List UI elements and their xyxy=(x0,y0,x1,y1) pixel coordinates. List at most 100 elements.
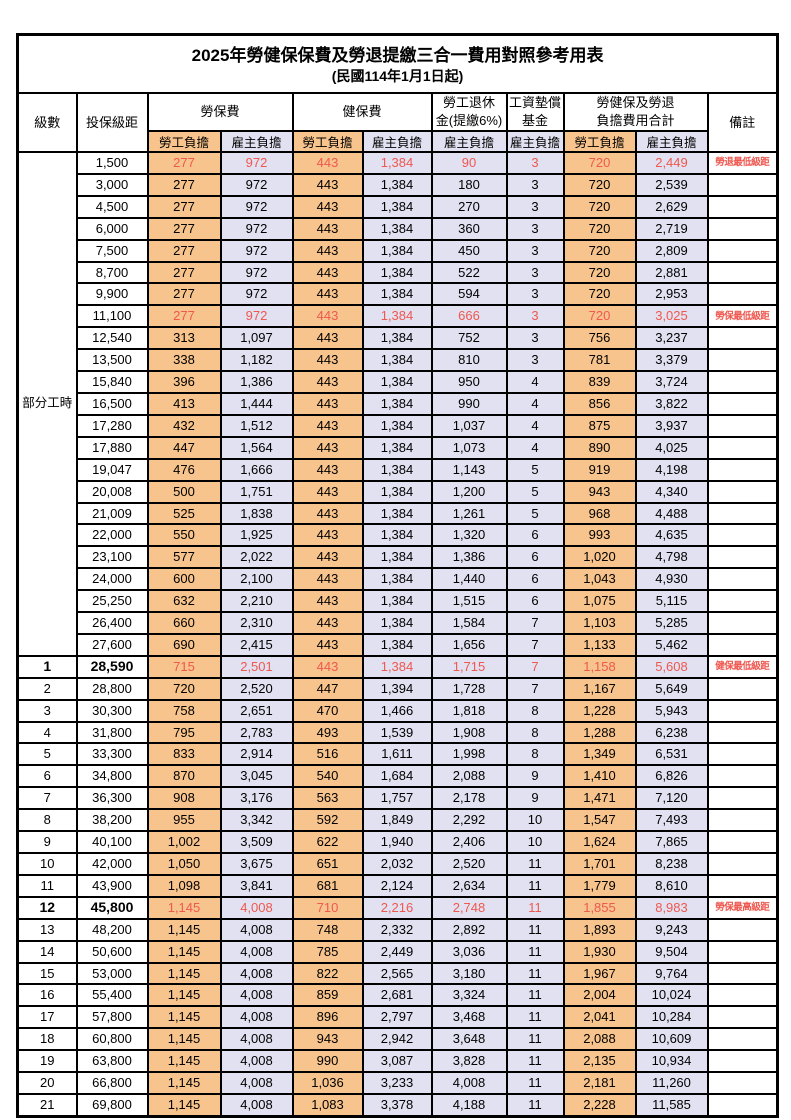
cell-health-employer: 1,384 xyxy=(361,479,433,504)
cell-labor-employer: 4,008 xyxy=(219,961,294,986)
col-header-total: 勞健保及勞退 負擔費用合計 xyxy=(562,92,709,132)
cell-health-employer: 3,378 xyxy=(361,1092,433,1118)
cell-labor-employer: 972 xyxy=(219,194,294,219)
cell-health-employer: 1,384 xyxy=(361,238,433,263)
cell-wagefund-employer: 11 xyxy=(505,1092,565,1118)
cell-labor-employer: 4,008 xyxy=(219,1005,294,1030)
cell-level: 16 xyxy=(16,983,78,1008)
cell-total-employee: 856 xyxy=(562,391,637,416)
cell-health-employee: 443 xyxy=(291,523,364,548)
cell-wagefund-employer: 10 xyxy=(505,808,565,833)
cell-total-employer: 5,943 xyxy=(634,698,709,723)
subheader-wagefund-employer: 雇主負擔 xyxy=(505,130,565,153)
cell-bracket: 8,700 xyxy=(75,260,149,285)
cell-health-employer: 1,539 xyxy=(361,720,433,745)
cell-total-employee: 1,967 xyxy=(562,961,637,986)
cell-total-employer: 2,719 xyxy=(634,216,709,241)
cell-labor-employee: 795 xyxy=(146,720,222,745)
cell-pension-employer: 1,818 xyxy=(430,698,508,723)
subheader-total-employer: 雇主負擔 xyxy=(634,130,709,153)
cell-bracket: 28,590 xyxy=(75,654,149,679)
cell-note xyxy=(706,1049,779,1074)
cell-pension-employer: 1,073 xyxy=(430,435,508,460)
cell-labor-employer: 972 xyxy=(219,238,294,263)
cell-bracket: 19,047 xyxy=(75,457,149,482)
cell-health-employee: 470 xyxy=(291,698,364,723)
cell-wagefund-employer: 11 xyxy=(505,939,565,964)
cell-note xyxy=(706,808,779,833)
cell-note xyxy=(706,983,779,1008)
cell-health-employer: 2,681 xyxy=(361,983,433,1008)
cell-wagefund-employer: 6 xyxy=(505,567,565,592)
cell-total-employee: 781 xyxy=(562,348,637,373)
cell-health-employee: 493 xyxy=(291,720,364,745)
cell-total-employee: 756 xyxy=(562,326,637,351)
cell-labor-employee: 277 xyxy=(146,172,222,197)
table-row: 27,600 690 2,415 443 1,384 1,656 7 1,133 5,462 xyxy=(18,632,779,657)
cell-labor-employee: 432 xyxy=(146,413,222,438)
cell-level: 21 xyxy=(16,1092,78,1118)
table-row: 5 33,300 833 2,914 516 1,611 1,998 8 1,349 6,531 xyxy=(16,742,779,767)
cell-health-employee: 443 xyxy=(291,370,364,394)
cell-labor-employee: 1,145 xyxy=(146,1005,222,1030)
cell-health-employer: 1,384 xyxy=(361,523,433,548)
cell-bracket: 36,300 xyxy=(75,786,149,811)
cell-labor-employee: 870 xyxy=(146,764,222,789)
cell-bracket: 40,100 xyxy=(75,830,149,854)
cell-pension-employer: 1,656 xyxy=(430,632,508,657)
cell-wagefund-employer: 3 xyxy=(505,151,565,175)
cell-wagefund-employer: 6 xyxy=(505,545,565,570)
cell-total-employee: 943 xyxy=(562,479,637,504)
table-row: 9 40,100 1,002 3,509 622 1,940 2,406 10 1,624 7,8… xyxy=(16,830,779,854)
cell-labor-employer: 2,783 xyxy=(219,720,294,745)
cell-note xyxy=(706,370,779,394)
cell-note xyxy=(706,238,779,263)
cell-total-employee: 1,020 xyxy=(562,545,637,570)
subheader-health-employer: 雇主負擔 xyxy=(361,130,433,153)
cell-labor-employer: 2,310 xyxy=(219,611,294,635)
cell-pension-employer: 950 xyxy=(430,370,508,394)
cell-note xyxy=(706,435,779,460)
cell-wagefund-employer: 9 xyxy=(505,786,565,811)
cell-total-employer: 5,649 xyxy=(634,676,709,701)
table-row: 3,000 277 972 443 1,384 180 3 720 2,539 xyxy=(18,172,779,197)
cell-health-employee: 443 xyxy=(291,238,364,263)
cell-bracket: 53,000 xyxy=(75,961,149,986)
cell-total-employee: 1,930 xyxy=(562,939,637,964)
cell-note xyxy=(706,961,779,986)
cell-total-employee: 1,158 xyxy=(562,654,637,679)
cell-total-employee: 993 xyxy=(562,523,637,548)
cell-health-employer: 2,565 xyxy=(361,961,433,986)
cell-total-employer: 4,340 xyxy=(634,479,709,504)
cell-pension-employer: 3,180 xyxy=(430,961,508,986)
cell-wagefund-employer: 7 xyxy=(505,654,565,679)
cell-total-employer: 4,635 xyxy=(634,523,709,548)
cell-bracket: 4,500 xyxy=(75,194,149,219)
cell-labor-employee: 1,145 xyxy=(146,895,222,920)
cell-total-employer: 11,585 xyxy=(634,1092,709,1118)
cell-labor-employee: 660 xyxy=(146,611,222,635)
cell-health-employer: 2,216 xyxy=(361,895,433,920)
cell-wagefund-employer: 3 xyxy=(505,282,565,307)
cell-health-employer: 1,384 xyxy=(361,567,433,592)
cell-total-employee: 1,547 xyxy=(562,808,637,833)
cell-wagefund-employer: 8 xyxy=(505,698,565,723)
cell-labor-employer: 4,008 xyxy=(219,983,294,1008)
cell-health-employee: 443 xyxy=(291,545,364,570)
cell-level: 17 xyxy=(16,1005,78,1030)
cell-health-employee: 443 xyxy=(291,654,364,679)
cell-health-employee: 859 xyxy=(291,983,364,1008)
cell-health-employer: 1,384 xyxy=(361,545,433,570)
cell-bracket: 66,800 xyxy=(75,1071,149,1095)
cell-health-employee: 443 xyxy=(291,172,364,197)
cell-total-employer: 9,504 xyxy=(634,939,709,964)
cell-health-employer: 1,384 xyxy=(361,457,433,482)
cell-pension-employer: 180 xyxy=(430,172,508,197)
cell-total-employee: 1,167 xyxy=(562,676,637,701)
cell-total-employer: 5,115 xyxy=(634,589,709,614)
cell-health-employer: 1,384 xyxy=(361,304,433,329)
cell-health-employee: 443 xyxy=(291,391,364,416)
cell-health-employee: 443 xyxy=(291,216,364,241)
cell-wagefund-employer: 3 xyxy=(505,238,565,263)
table-row: 6,000 277 972 443 1,384 360 3 720 2,719 xyxy=(18,216,779,241)
